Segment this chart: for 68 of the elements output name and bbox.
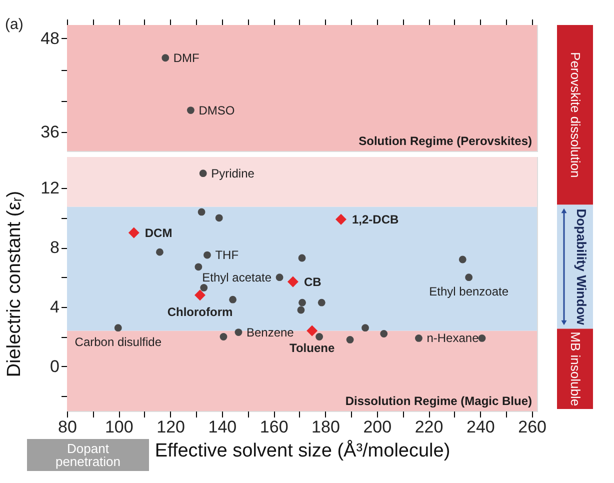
point [297,306,305,314]
point [128,227,140,238]
band-label: Solution Regime (Perovskites) [358,134,532,148]
point [215,214,223,222]
annotation: 1,2-DCB [352,212,400,226]
point [194,263,202,271]
y-tick-label: 0 [50,356,60,376]
point [316,333,324,340]
point [415,334,422,342]
annotation: DCM [144,226,172,240]
annotation: THF [215,248,239,262]
y-tick-label: 8 [50,238,60,258]
point [458,256,466,264]
point [380,330,388,338]
annotation: Benzene [246,325,294,340]
band-label: Dissolution Regime (Magic Blue) [345,394,532,408]
x-tick-label: 180 [312,418,340,436]
point [194,290,206,301]
x-axis-title: Effective solvent size (Å³/molecule) [154,440,450,462]
text: MB insoluble [568,332,583,406]
text: Dopability Window [574,208,589,326]
point [287,276,298,288]
annotation: Ethyl acetate [202,270,272,284]
point [220,333,228,340]
y-axis-title: Dielectric constant (εᵣ) [4,190,25,378]
point [199,170,207,178]
annotation: Carbon disulfide [74,334,162,349]
y-tick-label: 48 [40,28,60,48]
point [346,336,354,344]
point [229,296,236,304]
point [204,251,211,259]
x-tick-label: 240 [466,418,495,436]
annotation: DMSO [198,103,235,118]
annotation: CB [304,274,322,289]
annotation: Chloroform [167,305,233,320]
x-tick-label: 140 [208,418,237,436]
point [306,325,318,336]
point [198,208,206,216]
point [336,214,346,225]
x-tick-label: 100 [104,418,134,436]
annotation: Toluene [290,340,335,355]
y-tick-label: 36 [40,122,60,142]
point [276,274,284,282]
x-tick-label: 220 [414,418,444,436]
text: Dopant penetration [55,441,121,469]
point [478,334,486,342]
y-tick-label: 4 [50,298,60,317]
x-tick-label: 120 [156,418,185,436]
point [200,284,208,292]
point [362,324,369,332]
y-tick-label: 12 [40,178,60,198]
point [234,328,242,336]
x-tick-label: 160 [260,418,288,436]
x-tick-label: 260 [518,418,547,436]
point [298,298,306,306]
point [318,298,326,306]
point [465,274,473,282]
point [114,324,122,332]
annotation: Ethyl benzoate [429,284,509,298]
x-tick-label: 80 [58,418,77,436]
text: Perovskite dissolution [568,52,583,178]
annotation: Pyridine [211,166,255,180]
x-tick-label: 200 [363,418,392,436]
annotation: n-Hexane [426,331,480,346]
point [156,248,164,256]
annotation: DMF [173,50,200,65]
point [298,254,306,262]
text: (a) [5,16,24,33]
